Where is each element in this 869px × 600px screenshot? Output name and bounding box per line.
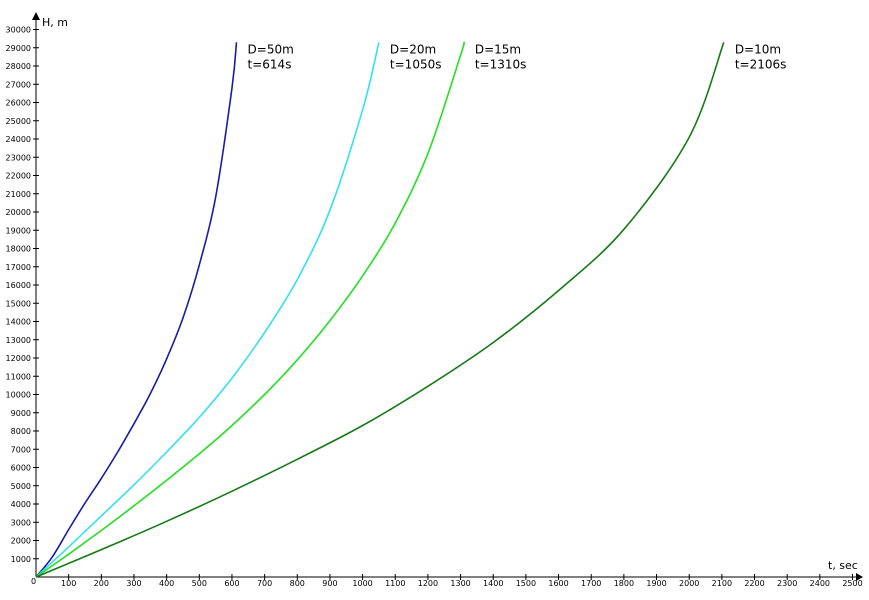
y-tick-label: 23000 (6, 153, 31, 162)
series-line-1 (35, 42, 380, 578)
x-tick-label: 2400 (810, 579, 830, 588)
x-tick-label: 700 (257, 579, 272, 588)
y-tick-label: 3000 (11, 518, 31, 527)
y-tick-label: 8000 (11, 427, 31, 436)
y-tick-label: 25000 (6, 117, 31, 126)
series-time-label-3: t=2106s (735, 57, 787, 71)
ticks: 100 200 300 400 500 600 700 800 900 1000 1100 1200 1… (6, 26, 863, 589)
x-axis-arrow (856, 573, 863, 581)
y-axis-title: H, m (42, 16, 68, 29)
series-name-label-2: D=15m (475, 42, 521, 56)
y-tick-label: 2000 (11, 537, 31, 546)
x-tick-label: 1400 (483, 579, 503, 588)
x-tick-label: 2000 (679, 579, 699, 588)
y-tick-label: 9000 (11, 409, 31, 418)
series-name-label-1: D=20m (390, 42, 436, 56)
y-tick-label: 29000 (6, 44, 31, 53)
x-tick-label: 2100 (712, 579, 732, 588)
y-tick-label: 15000 (6, 299, 31, 308)
x-tick-label: 600 (224, 579, 239, 588)
series-line-2 (35, 41, 466, 578)
x-tick-label: 1600 (548, 579, 568, 588)
y-tick-label: 4000 (11, 500, 31, 509)
y-tick-label: 19000 (6, 226, 31, 235)
x-tick-label: 2300 (777, 579, 797, 588)
y-tick-label: 1000 (11, 555, 31, 564)
y-tick-label: 21000 (6, 190, 31, 199)
y-tick-label: 7000 (11, 445, 31, 454)
y-tick-label: 12000 (6, 354, 31, 363)
y-tick-label: 26000 (6, 99, 31, 108)
y-tick-label: 20000 (6, 208, 31, 217)
y-tick-label: 18000 (6, 245, 31, 254)
y-tick-label: 28000 (6, 62, 31, 71)
y-tick-label: 30000 (6, 26, 31, 35)
x-tick-label: 100 (61, 579, 76, 588)
y-tick-label: 5000 (11, 482, 31, 491)
y-axis-arrow (32, 12, 40, 20)
series-line-3 (35, 42, 725, 578)
x-tick-label: 1900 (646, 579, 666, 588)
x-tick-label: 1200 (418, 579, 438, 588)
series-time-label-2: t=1310s (475, 57, 527, 71)
origin-label: 0 (31, 577, 36, 586)
x-tick-label: 300 (126, 579, 141, 588)
x-tick-label: 900 (322, 579, 337, 588)
x-tick-label: 1800 (614, 579, 634, 588)
y-tick-label: 22000 (6, 172, 31, 181)
x-tick-label: 2200 (744, 579, 764, 588)
y-tick-label: 17000 (6, 263, 31, 272)
x-axis-title: t, sec (828, 559, 858, 572)
y-tick-label: 27000 (6, 80, 31, 89)
series-name-label-0: D=50m (248, 42, 294, 56)
series-time-label-0: t=614s (248, 57, 292, 71)
x-tick-label: 200 (94, 579, 109, 588)
series-time-label-1: t=1050s (390, 57, 442, 71)
series-name-label-3: D=10m (735, 42, 781, 56)
x-tick-label: 2500 (842, 579, 862, 588)
y-tick-label: 11000 (6, 372, 31, 381)
x-tick-label: 1700 (581, 579, 601, 588)
y-tick-label: 24000 (6, 135, 31, 144)
y-tick-label: 6000 (11, 464, 31, 473)
y-tick-label: 10000 (6, 391, 31, 400)
x-tick-label: 1300 (450, 579, 470, 588)
series-line-0 (35, 42, 238, 578)
y-tick-label: 14000 (6, 318, 31, 327)
x-tick-label: 1000 (352, 579, 372, 588)
x-tick-label: 1500 (516, 579, 536, 588)
x-tick-label: 800 (290, 579, 305, 588)
x-tick-label: 1100 (385, 579, 405, 588)
x-tick-label: 500 (192, 579, 207, 588)
x-tick-label: 400 (159, 579, 174, 588)
y-tick-label: 16000 (6, 281, 31, 290)
y-tick-label: 13000 (6, 336, 31, 345)
